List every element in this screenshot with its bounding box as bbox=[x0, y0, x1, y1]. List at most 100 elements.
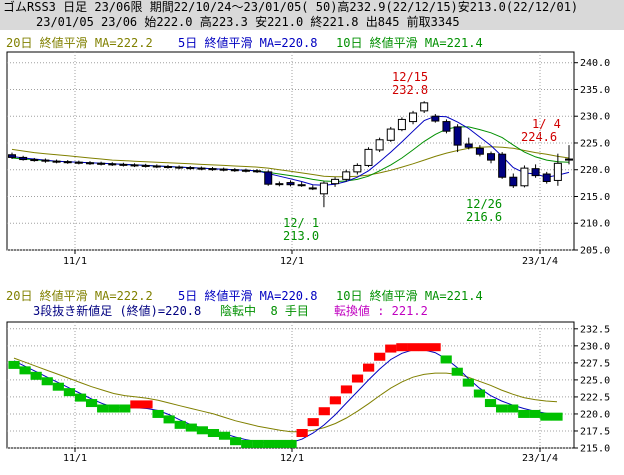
top-y-tick-label: 215.0 bbox=[580, 192, 610, 203]
candle-body bbox=[453, 126, 462, 146]
low-date-label: 12/ 1 bbox=[283, 216, 320, 230]
line-break-block bbox=[396, 343, 408, 352]
top-plot-frame bbox=[6, 51, 575, 251]
candle-body bbox=[41, 159, 50, 162]
candle-body bbox=[130, 164, 139, 167]
line-break-block bbox=[518, 409, 530, 418]
line-break-block bbox=[108, 404, 120, 413]
candle-body bbox=[19, 156, 28, 161]
bottom-y-tick-label: 225.0 bbox=[580, 375, 610, 386]
candle-body bbox=[487, 153, 496, 161]
top-ma20-line bbox=[11, 146, 570, 178]
line-break-block bbox=[418, 343, 430, 352]
candle-body bbox=[375, 139, 384, 151]
line-break-block bbox=[130, 400, 142, 409]
top-y-tick-label: 220.0 bbox=[580, 165, 610, 176]
candle-body bbox=[498, 153, 507, 178]
line-break-block bbox=[484, 399, 497, 408]
candle-body bbox=[319, 182, 328, 195]
line-break-block bbox=[163, 415, 175, 424]
candle-body bbox=[197, 167, 206, 170]
candle-body bbox=[8, 154, 16, 158]
top-y-tick-label: 205.0 bbox=[580, 246, 610, 257]
line-break-block bbox=[63, 388, 76, 397]
candle-body bbox=[308, 187, 317, 190]
line-break-block bbox=[285, 439, 297, 448]
line-break-block bbox=[329, 396, 341, 405]
candle-body bbox=[219, 168, 228, 171]
candle-body bbox=[152, 165, 161, 168]
line-break-block bbox=[97, 404, 109, 413]
candle-body bbox=[331, 178, 340, 185]
line-break-block bbox=[274, 439, 286, 448]
candle-body bbox=[475, 147, 484, 155]
line-break-block bbox=[462, 378, 474, 387]
line-break-block bbox=[385, 344, 397, 353]
candle-body bbox=[230, 169, 239, 172]
top-y-tick-label: 210.0 bbox=[580, 219, 610, 230]
line-break-block bbox=[529, 409, 541, 418]
candle-body bbox=[509, 176, 518, 187]
low2-date-label: 12/26 bbox=[466, 197, 503, 211]
line-break-block bbox=[141, 400, 153, 409]
line-break-block bbox=[252, 439, 264, 448]
top-legend-ma10: 10日 終値平滑 MA=221.4 bbox=[336, 36, 483, 50]
line-break-block bbox=[8, 360, 20, 369]
line-break-block bbox=[85, 399, 98, 408]
candle-body bbox=[275, 183, 284, 186]
line-break-block bbox=[19, 366, 31, 375]
line-break-block bbox=[241, 439, 253, 448]
candle-body bbox=[553, 162, 562, 181]
line-break-block bbox=[473, 389, 486, 398]
bottom-x-tick-label: 12/1 bbox=[280, 453, 304, 464]
line-break-block bbox=[30, 371, 42, 380]
bottom-y-tick-label: 232.5 bbox=[580, 324, 610, 335]
bottom-y-tick-label: 222.5 bbox=[580, 392, 610, 403]
line-break-block bbox=[429, 343, 441, 352]
candle-body bbox=[420, 102, 429, 112]
candle-body bbox=[119, 163, 128, 166]
kagi-conversion-label: 転換値 : 221.2 bbox=[334, 304, 428, 318]
top-x-tick-label: 23/1/4 bbox=[522, 256, 558, 267]
line-break-block bbox=[363, 363, 375, 372]
line-break-block bbox=[351, 374, 364, 383]
bottom-x-tick-label: 23/1/4 bbox=[522, 453, 558, 464]
line-break-block bbox=[218, 431, 231, 440]
line-break-block bbox=[340, 385, 353, 394]
candle-body bbox=[520, 167, 529, 187]
line-break-block bbox=[152, 409, 164, 418]
bottom-y-tick-label: 220.0 bbox=[580, 409, 610, 420]
bottom-legend-ma5: 5日 終値平滑 MA=220.8 bbox=[178, 289, 318, 303]
line-break-block bbox=[374, 352, 386, 361]
line-break-block bbox=[318, 407, 330, 416]
header-line-2: 23/01/05 23/06 始222.0 高223.3 安221.0 終221… bbox=[36, 15, 460, 29]
candle-body bbox=[286, 182, 295, 186]
top-ma10-line bbox=[11, 126, 570, 183]
bottom-x-tick-label: 11/1 bbox=[63, 453, 87, 464]
candle-body bbox=[542, 173, 551, 183]
line-break-block bbox=[495, 404, 508, 413]
candle-body bbox=[208, 168, 217, 171]
candle-body bbox=[74, 161, 83, 164]
line-break-block bbox=[451, 367, 463, 376]
candle-body bbox=[253, 170, 262, 173]
line-break-block bbox=[307, 418, 319, 427]
candle-body bbox=[297, 184, 306, 187]
candle-body bbox=[342, 171, 351, 180]
candle-body bbox=[353, 164, 362, 173]
last-value-label: 224.6 bbox=[521, 130, 558, 144]
bottom-y-tick-label: 217.5 bbox=[580, 426, 610, 437]
candle-body bbox=[175, 166, 184, 169]
kagi-status-label: 陰転中 8 手目 bbox=[220, 304, 309, 318]
top-legend-ma20: 20日 終値平滑 MA=222.2 bbox=[6, 36, 153, 50]
kagi-value-label: 3段抜き新値足 (終値)=220.8 bbox=[33, 304, 202, 318]
bottom-y-tick-label: 215.0 bbox=[580, 444, 610, 455]
candle-body bbox=[108, 163, 117, 166]
line-break-block bbox=[74, 393, 87, 402]
line-break-block bbox=[407, 343, 419, 352]
top-y-tick-label: 225.0 bbox=[580, 138, 610, 149]
line-break-block bbox=[207, 429, 220, 438]
candle-body bbox=[63, 161, 72, 164]
candle-body bbox=[431, 115, 440, 122]
header-bar-2: 23/01/05 23/06 始222.0 高223.3 安221.0 終221… bbox=[0, 15, 624, 30]
